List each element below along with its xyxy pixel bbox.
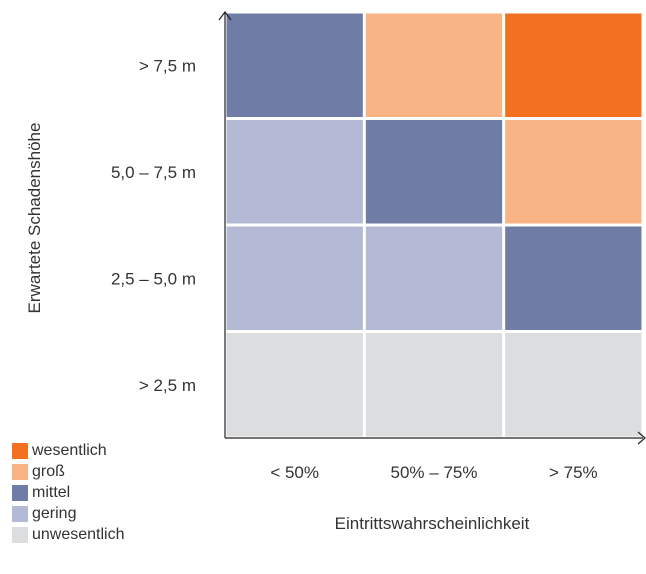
legend: wesentlich groß mittel gering unwesentlich — [12, 440, 125, 545]
legend-label: mittel — [32, 483, 71, 501]
legend-item: unwesentlich — [12, 524, 125, 545]
x-axis-arrow — [637, 431, 646, 445]
matrix-cell-r3-c2 — [505, 13, 642, 117]
matrix-cell-r0-c2 — [505, 333, 642, 437]
legend-swatch — [12, 463, 28, 480]
legend-swatch — [12, 526, 28, 543]
legend-item: mittel — [12, 482, 125, 503]
y-tick-label: > 7,5 m — [139, 56, 196, 75]
y-tick-label: > 2,5 m — [139, 376, 196, 395]
x-tick-label: > 75% — [549, 463, 598, 482]
matrix-cells — [226, 13, 642, 437]
matrix-cell-r2-c2 — [505, 120, 642, 224]
x-axis-label: Eintrittswahrscheinlichkeit — [335, 514, 530, 533]
legend-label: unwesentlich — [32, 525, 125, 543]
y-tick-labels: > 2,5 m 2,5 – 5,0 m 5,0 – 7,5 m > 7,5 m — [111, 56, 196, 395]
legend-label: gering — [32, 504, 77, 522]
matrix-cell-r0-c0 — [226, 333, 363, 437]
matrix-cell-r3-c1 — [365, 13, 503, 117]
legend-swatch — [12, 505, 28, 522]
legend-item: groß — [12, 461, 125, 482]
x-tick-labels: < 50% 50% – 75% > 75% — [270, 463, 597, 482]
legend-swatch — [12, 484, 28, 501]
y-axis-label: Erwartete Schadenshöhe — [25, 123, 44, 314]
legend-label: groß — [32, 462, 65, 480]
legend-label: wesentlich — [32, 441, 107, 459]
axes — [218, 11, 646, 445]
x-tick-label: < 50% — [270, 463, 319, 482]
matrix-cell-r2-c1 — [365, 120, 503, 224]
y-axis-arrow — [218, 11, 232, 21]
legend-item: wesentlich — [12, 440, 125, 461]
matrix-cell-r3-c0 — [226, 13, 363, 117]
y-tick-label: 2,5 – 5,0 m — [111, 269, 196, 288]
matrix-cell-r1-c1 — [365, 226, 503, 330]
x-tick-label: 50% – 75% — [391, 463, 478, 482]
matrix-cell-r1-c2 — [505, 226, 642, 330]
matrix-cell-r0-c1 — [365, 333, 503, 437]
y-tick-label: 5,0 – 7,5 m — [111, 163, 196, 182]
legend-item: gering — [12, 503, 125, 524]
matrix-cell-r2-c0 — [226, 120, 363, 224]
matrix-cell-r1-c0 — [226, 226, 363, 330]
legend-swatch — [12, 442, 28, 459]
